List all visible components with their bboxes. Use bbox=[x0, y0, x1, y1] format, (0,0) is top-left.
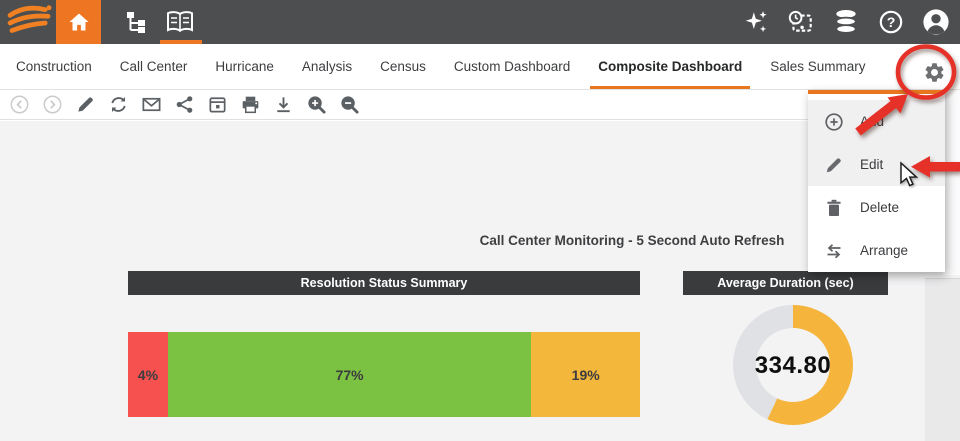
share-icon bbox=[176, 96, 193, 113]
tab-hurricane[interactable]: Hurricane bbox=[201, 44, 288, 89]
next-button[interactable] bbox=[42, 94, 63, 116]
zoom-in-icon bbox=[308, 96, 326, 114]
hierarchy-view-button[interactable] bbox=[122, 9, 152, 35]
resolution-status-stacked-bar[interactable]: 4% 77% 19% bbox=[128, 332, 640, 417]
menu-item-label: Delete bbox=[860, 200, 900, 215]
help-button[interactable]: ? bbox=[877, 7, 905, 37]
download-icon bbox=[277, 97, 290, 113]
bar-segment-resolved[interactable]: 77% bbox=[167, 332, 532, 417]
add-circle-icon bbox=[824, 112, 844, 132]
previous-button[interactable] bbox=[9, 94, 30, 116]
tab-construction[interactable]: Construction bbox=[2, 44, 106, 89]
zoom-out-icon bbox=[341, 96, 359, 114]
brand-logo bbox=[7, 5, 52, 33]
menu-item-label: Add bbox=[860, 114, 885, 129]
bar-segment-unresolved[interactable]: 4% bbox=[128, 332, 168, 417]
segment-label: 4% bbox=[137, 366, 159, 383]
calendar-icon bbox=[209, 97, 226, 113]
database-icon bbox=[835, 10, 857, 34]
tab-sales-summary[interactable]: Sales Summary bbox=[756, 44, 879, 89]
tab-label: Sales Summary bbox=[770, 59, 866, 74]
refresh-icon bbox=[111, 97, 126, 112]
tab-custom-dashboard[interactable]: Custom Dashboard bbox=[440, 44, 584, 89]
printer-icon bbox=[242, 96, 259, 114]
menu-item-label: Edit bbox=[860, 157, 884, 172]
zoom-out-button[interactable] bbox=[339, 94, 360, 116]
download-button[interactable] bbox=[273, 94, 294, 116]
tab-label: Census bbox=[380, 59, 426, 74]
menu-item-delete[interactable]: Delete bbox=[808, 186, 945, 229]
email-button[interactable] bbox=[141, 94, 162, 116]
vertical-scrollbar-track[interactable] bbox=[925, 278, 960, 441]
app-header: ? bbox=[0, 0, 960, 44]
menu-item-arrange[interactable]: Arrange bbox=[808, 229, 945, 272]
hierarchy-icon bbox=[127, 12, 145, 33]
segment-label: 19% bbox=[571, 366, 600, 383]
refresh-button[interactable] bbox=[108, 94, 129, 116]
tab-census[interactable]: Census bbox=[366, 44, 440, 89]
schedule-button[interactable] bbox=[207, 94, 228, 116]
zoom-in-button[interactable] bbox=[306, 94, 327, 116]
home-button[interactable] bbox=[56, 0, 101, 44]
active-nav-underline bbox=[160, 40, 202, 44]
tab-label: Hurricane bbox=[215, 59, 274, 74]
average-duration-panel-header: Average Duration (sec) bbox=[683, 271, 888, 295]
help-icon: ? bbox=[879, 10, 903, 34]
bar-segment-pending[interactable]: 19% bbox=[531, 332, 640, 417]
tab-label: Call Center bbox=[119, 59, 188, 74]
dashboard-title: Call Center Monitoring - 5 Second Auto R… bbox=[479, 233, 785, 248]
menu-backdrop bbox=[943, 90, 960, 275]
sparkle-icon bbox=[745, 11, 767, 33]
trash-icon bbox=[824, 198, 844, 218]
dashboard-toolbar bbox=[0, 90, 960, 120]
home-icon bbox=[69, 13, 88, 31]
dashboard-tab-bar: Construction Call Center Hurricane Analy… bbox=[0, 44, 960, 90]
library-view-button[interactable] bbox=[160, 9, 200, 35]
menu-item-label: Arrange bbox=[860, 243, 909, 258]
library-icon bbox=[167, 11, 193, 33]
tab-call-center[interactable]: Call Center bbox=[106, 44, 202, 89]
tab-analysis[interactable]: Analysis bbox=[288, 44, 366, 89]
swap-arrows-icon bbox=[824, 241, 844, 261]
dashboard-settings-gear-button[interactable] bbox=[921, 59, 947, 85]
previous-icon bbox=[10, 95, 29, 114]
tab-composite-dashboard[interactable]: Composite Dashboard bbox=[584, 44, 756, 89]
segment-label: 77% bbox=[335, 366, 364, 383]
menu-item-edit[interactable]: Edit bbox=[808, 143, 945, 186]
gear-icon bbox=[925, 62, 943, 82]
email-icon bbox=[142, 97, 161, 112]
pencil-icon bbox=[78, 97, 93, 112]
data-sources-button[interactable] bbox=[832, 7, 860, 37]
gauge-ring[interactable] bbox=[733, 305, 853, 425]
print-button[interactable] bbox=[240, 94, 261, 116]
tab-label: Custom Dashboard bbox=[453, 59, 571, 74]
scheduled-reports-button[interactable] bbox=[787, 7, 815, 37]
edit-dashboard-button[interactable] bbox=[75, 94, 96, 116]
tab-label: Composite Dashboard bbox=[598, 59, 743, 74]
tab-label: Analysis bbox=[301, 59, 353, 74]
schedule-report-icon bbox=[788, 10, 812, 32]
panel-header-label: Resolution Status Summary bbox=[300, 276, 468, 290]
ai-assistant-button[interactable] bbox=[742, 7, 770, 37]
tab-label: Construction bbox=[16, 59, 92, 74]
next-icon bbox=[43, 95, 62, 114]
logo-dot bbox=[46, 5, 52, 11]
share-button[interactable] bbox=[174, 94, 195, 116]
pencil-icon bbox=[824, 155, 844, 175]
menu-item-add[interactable]: Add bbox=[808, 100, 945, 143]
resolution-status-panel-header: Resolution Status Summary bbox=[128, 271, 640, 295]
gauge-value: 334.80 bbox=[754, 352, 832, 379]
account-icon bbox=[923, 9, 949, 35]
header-actions: ? bbox=[742, 0, 950, 44]
account-button[interactable] bbox=[922, 7, 950, 37]
panel-header-label: Average Duration (sec) bbox=[717, 276, 854, 290]
gear-dropdown-menu: Add Edit Delete bbox=[808, 90, 945, 272]
help-glyph: ? bbox=[887, 14, 896, 30]
